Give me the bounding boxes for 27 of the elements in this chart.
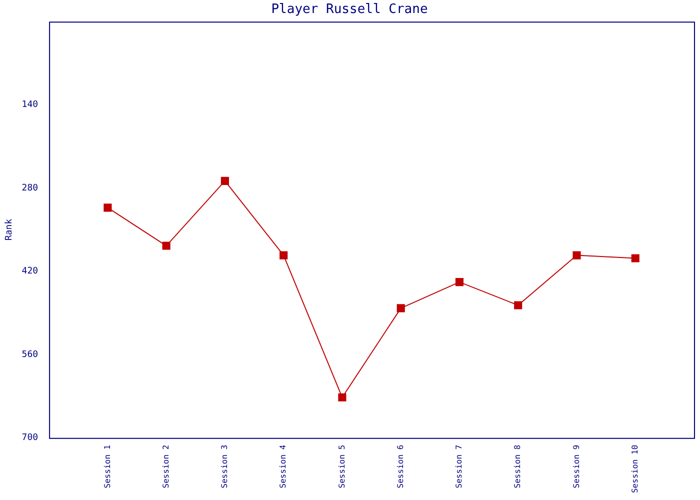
y-tick-label: 560 [22, 350, 38, 360]
point [572, 251, 581, 260]
x-tick-label: Session 4 [278, 444, 288, 488]
chart-title: Player Russell Crane [271, 2, 428, 18]
point [104, 204, 112, 212]
point [162, 242, 170, 250]
y-tick-label: 140 [22, 100, 38, 110]
x-tick-label: Session 1 [102, 444, 112, 488]
y-tick-label: 280 [22, 183, 38, 194]
x-tick-label: Session 5 [337, 444, 346, 488]
point [280, 251, 288, 260]
y-tick-label: 420 [22, 266, 38, 277]
point [631, 254, 640, 262]
x-tick-label: Session 7 [454, 444, 464, 488]
point [338, 393, 346, 402]
point [220, 176, 229, 185]
point [455, 278, 464, 286]
x-tick-label: Session 8 [513, 444, 522, 488]
x-tick-label: Session 3 [220, 444, 230, 488]
point [514, 301, 522, 310]
y-tick-label: 700 [22, 433, 38, 444]
x-tick-label: Session 6 [396, 444, 405, 488]
x-tick-label: Session 9 [572, 444, 581, 488]
x-tick-label: Session 2 [161, 444, 170, 488]
y-axis-title: Rank [4, 218, 15, 241]
x-tick-label: Session 10 [630, 444, 640, 494]
point [396, 304, 405, 312]
